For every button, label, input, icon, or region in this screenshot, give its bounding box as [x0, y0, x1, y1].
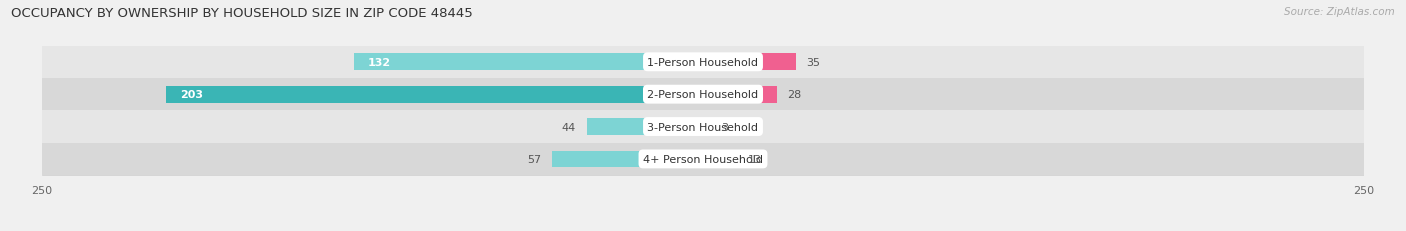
Text: 203: 203 — [180, 90, 202, 100]
Bar — [42, 46, 1364, 79]
Bar — [703, 119, 711, 135]
Bar — [354, 54, 703, 71]
Text: 28: 28 — [787, 90, 801, 100]
Bar — [42, 111, 1364, 143]
Bar — [166, 86, 703, 103]
Bar — [703, 86, 778, 103]
Bar — [586, 119, 703, 135]
Text: 13: 13 — [748, 154, 762, 164]
Bar — [42, 79, 1364, 111]
Bar — [42, 143, 1364, 175]
Text: 132: 132 — [367, 58, 391, 67]
Bar — [553, 151, 703, 168]
Text: 57: 57 — [527, 154, 541, 164]
Bar — [703, 54, 796, 71]
Text: Source: ZipAtlas.com: Source: ZipAtlas.com — [1284, 7, 1395, 17]
Text: 44: 44 — [562, 122, 576, 132]
Text: 2-Person Household: 2-Person Household — [647, 90, 759, 100]
Text: 4+ Person Household: 4+ Person Household — [643, 154, 763, 164]
Text: 3: 3 — [721, 122, 728, 132]
Text: 35: 35 — [806, 58, 820, 67]
Text: 1-Person Household: 1-Person Household — [648, 58, 758, 67]
Text: 3-Person Household: 3-Person Household — [648, 122, 758, 132]
Text: OCCUPANCY BY OWNERSHIP BY HOUSEHOLD SIZE IN ZIP CODE 48445: OCCUPANCY BY OWNERSHIP BY HOUSEHOLD SIZE… — [11, 7, 472, 20]
Bar — [703, 151, 737, 168]
